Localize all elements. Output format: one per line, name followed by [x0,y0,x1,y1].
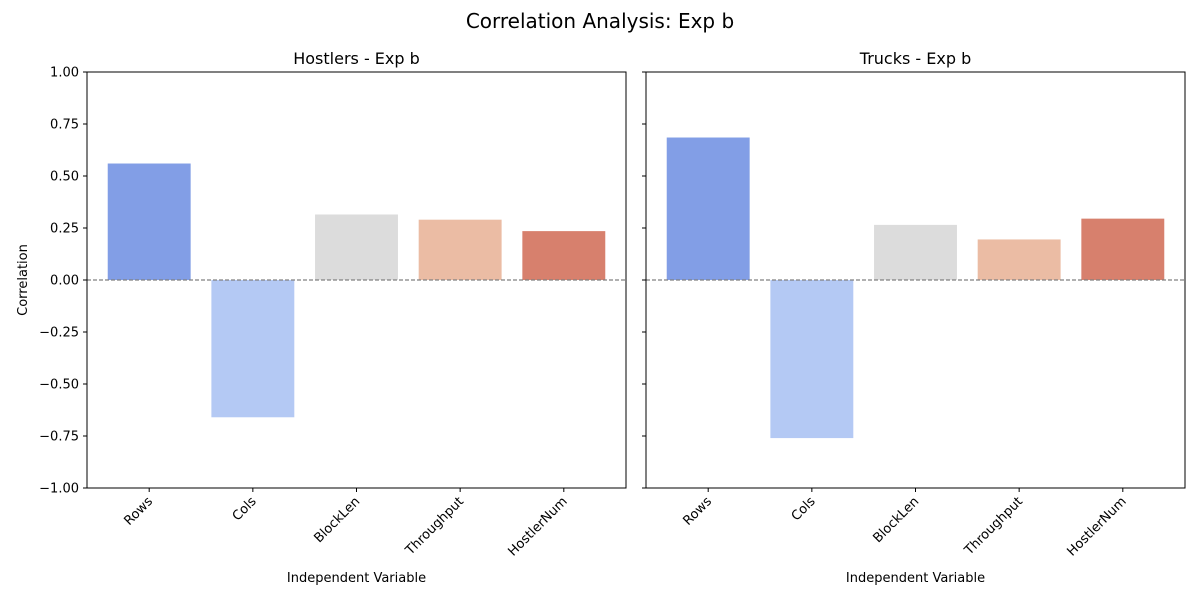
x-tick-label: Cols [789,494,819,524]
bar-throughput [977,239,1061,280]
x-tick-label: Throughput [402,494,467,559]
bar-cols [211,280,295,418]
x-tick-label: BlockLen [311,494,363,546]
bar-cols [770,280,854,439]
x-tick-label: Throughput [961,494,1026,559]
bar-throughput [418,219,502,280]
bar-hostlernum [1081,218,1165,280]
chart-panel-2: Rows Cols BlockLen Throughput HostlerNum Truc… [642,49,1186,586]
x-tick-label: Rows [681,494,716,529]
x-axis-label: Independent Variable [846,571,985,586]
bar-hostlernum [522,231,606,280]
bar-rows [107,163,191,280]
y-tick-label: 0.50 [50,170,79,185]
y-tick-label: 0.00 [50,274,79,289]
y-tick-label: −1.00 [39,482,79,497]
x-tick-label: Cols [230,494,260,524]
panel-title: Trucks - Exp b [859,49,971,68]
y-tick-label: −0.75 [39,430,79,445]
x-tick-label: HostlerNum [505,494,570,559]
y-tick-label: 1.00 [50,66,79,81]
x-tick-label: Rows [122,494,157,529]
y-tick-label: −0.50 [39,378,79,393]
chart-panel-1: −1.00 −0.75 −0.50 −0.25 0.00 0.25 0.50 0.75 1.00… [16,49,627,586]
chart-panels: −1.00 −0.75 −0.50 −0.25 0.00 0.25 0.50 0.75 1.00… [16,49,1186,586]
y-tick-label: 0.75 [50,118,79,133]
x-tick-label: HostlerNum [1064,494,1129,559]
x-tick-label: BlockLen [870,494,922,546]
bar-blocklen [874,224,957,280]
x-axis-label: Independent Variable [287,571,426,586]
y-tick-label: −0.25 [39,326,79,341]
y-tick-label: 0.25 [50,222,79,237]
y-axis-label: Correlation [16,244,31,316]
figure-title: Correlation Analysis: Exp b [466,9,734,33]
panel-title: Hostlers - Exp b [293,49,420,68]
bar-blocklen [315,214,398,280]
bar-rows [666,137,750,280]
